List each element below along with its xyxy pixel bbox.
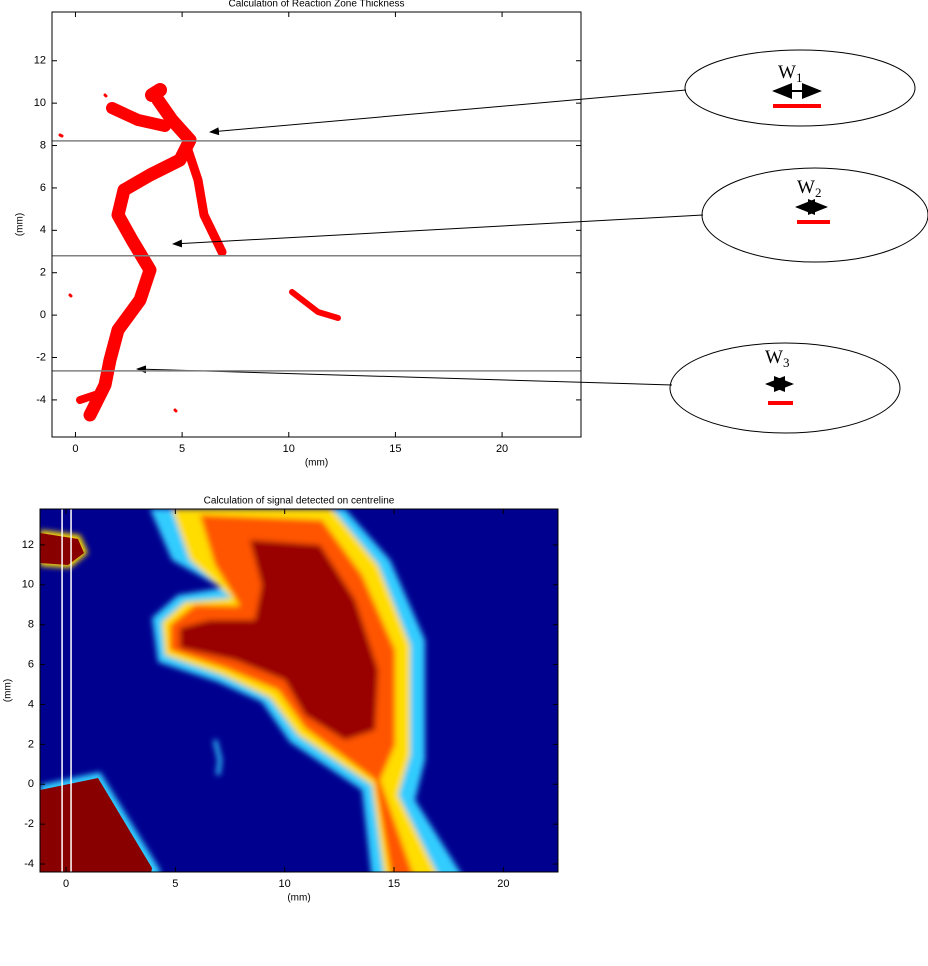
x-tick-label: 10 bbox=[279, 878, 291, 890]
annotation-subscript: 1 bbox=[796, 70, 803, 85]
chart-title: Calculation of signal detected on centre… bbox=[204, 496, 395, 507]
y-tick-label: 12 bbox=[22, 539, 34, 551]
axes-box bbox=[39, 508, 559, 873]
y-tick-label: 8 bbox=[28, 619, 34, 631]
plot-area bbox=[52, 12, 581, 437]
x-tick-label: 15 bbox=[388, 878, 400, 890]
annotation-text: W bbox=[765, 347, 783, 368]
x-tick-label: 20 bbox=[496, 443, 508, 455]
y-tick-label: 6 bbox=[28, 658, 34, 670]
y-tick-label: 0 bbox=[28, 778, 34, 790]
y-tick-label: 4 bbox=[40, 224, 46, 236]
annotation-subscript: 3 bbox=[783, 355, 790, 370]
y-tick-label: 10 bbox=[34, 97, 46, 109]
y-tick-label: -2 bbox=[36, 351, 46, 363]
y-axis-label: (mm) bbox=[15, 213, 26, 236]
x-tick-label: 0 bbox=[63, 878, 69, 890]
y-tick-label: 12 bbox=[34, 55, 46, 67]
y-tick-label: 8 bbox=[40, 139, 46, 151]
y-tick-label: 2 bbox=[28, 738, 34, 750]
y-tick-label: 4 bbox=[28, 698, 34, 710]
x-tick-label: 0 bbox=[72, 443, 78, 455]
heatmap-image bbox=[40, 509, 558, 872]
x-tick-label: 5 bbox=[172, 878, 178, 890]
y-axis-label: (mm) bbox=[3, 679, 14, 702]
annotation-subscript: 2 bbox=[815, 185, 822, 200]
annotations bbox=[136, 49, 928, 434]
axes-box bbox=[51, 11, 582, 438]
y-tick-label: 2 bbox=[40, 267, 46, 279]
reaction-zone-image bbox=[58, 83, 341, 422]
x-axis-label: (mm) bbox=[287, 893, 310, 904]
y-tick-label: -4 bbox=[36, 394, 46, 406]
y-tick-label: 6 bbox=[40, 182, 46, 194]
x-tick-label: 10 bbox=[283, 443, 295, 455]
x-tick-label: 20 bbox=[497, 878, 509, 890]
annotation-label: W1 bbox=[778, 62, 802, 85]
x-tick-label: 5 bbox=[179, 443, 185, 455]
x-axis-label: (mm) bbox=[305, 458, 328, 469]
x-tick-label: 15 bbox=[389, 443, 401, 455]
y-tick-label: -4 bbox=[24, 858, 34, 870]
annotation-label: W3 bbox=[765, 347, 789, 370]
y-tick-label: -2 bbox=[24, 818, 34, 830]
y-tick-label: 0 bbox=[40, 309, 46, 321]
annotation-text: W bbox=[797, 177, 815, 198]
annotation-text: W bbox=[778, 62, 796, 83]
chart-title: Calculation of Reaction Zone Thickness bbox=[228, 0, 404, 10]
annotation-label: W2 bbox=[797, 177, 821, 200]
y-tick-label: 10 bbox=[22, 579, 34, 591]
